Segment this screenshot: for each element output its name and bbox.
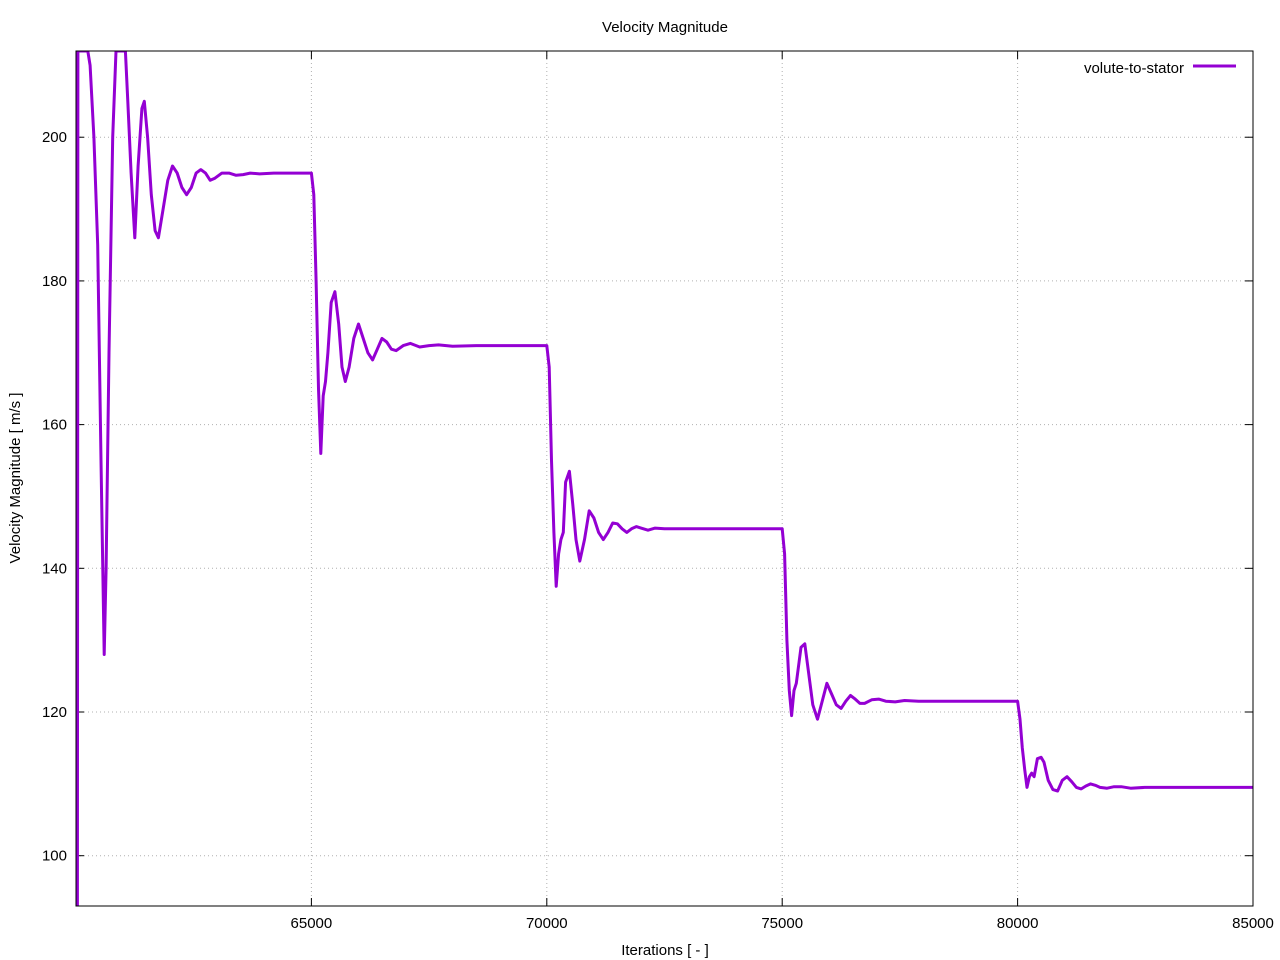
x-tick-label: 85000 bbox=[1232, 915, 1274, 932]
y-tick-label: 160 bbox=[42, 417, 67, 434]
tick-labels: 65000 70000 75000 80000 85000 100 120 140 160 180… bbox=[42, 129, 1274, 932]
chart-title: Velocity Magnitude bbox=[602, 19, 728, 36]
x-tick-label: 75000 bbox=[761, 915, 803, 932]
x-tick-label: 65000 bbox=[291, 915, 333, 932]
plot-frame bbox=[75, 50, 1254, 907]
series-line-volute-to-stator bbox=[76, 51, 1253, 906]
axis-ticks bbox=[76, 51, 1254, 906]
y-tick-label: 200 bbox=[42, 129, 67, 146]
x-tick-label: 70000 bbox=[526, 915, 568, 932]
y-tick-label: 100 bbox=[42, 848, 67, 865]
legend: volute-to-stator bbox=[1084, 60, 1236, 77]
y-tick-label: 140 bbox=[42, 560, 67, 577]
y-axis-label: Velocity Magnitude [ m/s ] bbox=[7, 393, 24, 564]
y-tick-label: 120 bbox=[42, 704, 67, 721]
series-layer bbox=[76, 51, 1253, 906]
x-axis-label: Iterations [ - ] bbox=[621, 942, 709, 959]
grid-lines bbox=[76, 51, 1254, 906]
x-tick-label: 80000 bbox=[997, 915, 1039, 932]
y-tick-label: 180 bbox=[42, 273, 67, 290]
legend-label: volute-to-stator bbox=[1084, 60, 1184, 77]
